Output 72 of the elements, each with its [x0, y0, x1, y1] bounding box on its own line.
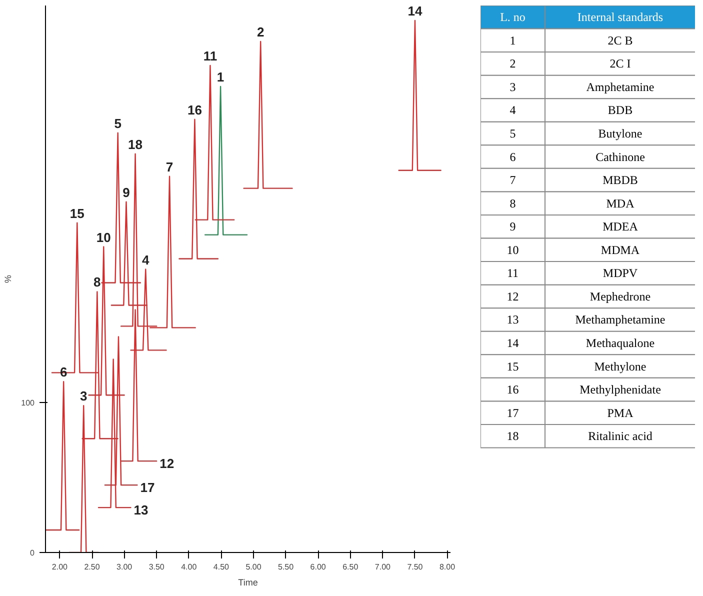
x-tick-label: 5.50 [278, 562, 294, 572]
x-tick-label: 6.00 [310, 562, 326, 572]
x-tick-label: 8.00 [439, 562, 456, 572]
series-label: 7 [166, 159, 174, 174]
x-tick-label: 2.50 [84, 562, 100, 572]
text: Cathinone [596, 150, 645, 164]
text: 12 [506, 289, 519, 304]
text: Amphetamine [586, 80, 654, 94]
text: MDPV [602, 266, 638, 280]
text: Ritalinic acid [588, 429, 652, 444]
series-label: 10 [96, 230, 111, 245]
x-tick-label: 3.00 [116, 562, 133, 572]
y-tick-label: 0 [30, 548, 36, 558]
text: 3 [510, 80, 516, 94]
text: 1 [510, 33, 516, 48]
series-label: 1 [216, 69, 224, 84]
text: 2 [510, 56, 516, 71]
series-label: 13 [134, 502, 148, 518]
text: BDB [608, 103, 633, 118]
text: L. no [500, 10, 526, 24]
text: 15 [506, 359, 519, 374]
text: Methylphenidate [580, 382, 661, 397]
text: 4 [510, 103, 516, 118]
text: 2C I [610, 56, 631, 71]
text: Internal standards [577, 10, 664, 24]
x-tick-label: 7.50 [407, 562, 424, 572]
text: PMA [607, 406, 634, 420]
text: Butylone [598, 126, 642, 141]
text: 7 [510, 173, 516, 188]
text: 16 [506, 382, 519, 397]
text: Methamphetamine [575, 312, 666, 327]
series-label: 12 [160, 456, 174, 472]
text: 17 [506, 406, 519, 420]
x-tick-label: 6.50 [342, 562, 359, 572]
text: Methylone [594, 359, 646, 374]
series-label: 8 [94, 274, 101, 290]
series-label: 14 [408, 3, 423, 18]
text: Mephedrone [590, 289, 651, 304]
text: 11 [506, 266, 519, 280]
x-tick-label: 2.00 [52, 562, 68, 572]
series-label: 4 [142, 252, 150, 268]
text: 2C B [608, 33, 633, 48]
x-axis-title: Time [238, 578, 258, 588]
text: MDA [606, 196, 635, 210]
y-axis-title: % [3, 274, 14, 283]
y-tick-label: 100 [21, 398, 36, 408]
text: 6 [510, 150, 516, 164]
x-tick-label: 7.00 [374, 562, 392, 572]
text: 8 [510, 196, 516, 210]
text: 10 [506, 242, 519, 257]
text: Methaqualone [586, 336, 655, 350]
x-tick-label: 4.50 [213, 562, 230, 572]
series-label: 5 [114, 116, 122, 131]
series-label: 15 [70, 206, 84, 221]
series-label: 16 [187, 102, 202, 118]
series-label: 17 [140, 480, 155, 496]
x-tick-label: 4.00 [181, 562, 198, 572]
text: 13 [506, 312, 519, 327]
series-label: 18 [128, 136, 143, 152]
text: 18 [506, 429, 519, 444]
text: 14 [506, 336, 519, 350]
text: 5 [510, 126, 516, 141]
text: MDMA [600, 242, 640, 257]
series-label: 11 [203, 48, 218, 64]
text: 9 [510, 220, 516, 234]
text: MDEA [602, 220, 638, 234]
x-tick-label: 5.00 [246, 562, 262, 572]
text: MBDB [602, 173, 638, 188]
series-label: 2 [256, 24, 264, 40]
x-tick-label: 3.50 [148, 562, 165, 572]
series-label: 9 [122, 184, 130, 200]
series-label: 3 [80, 388, 88, 404]
